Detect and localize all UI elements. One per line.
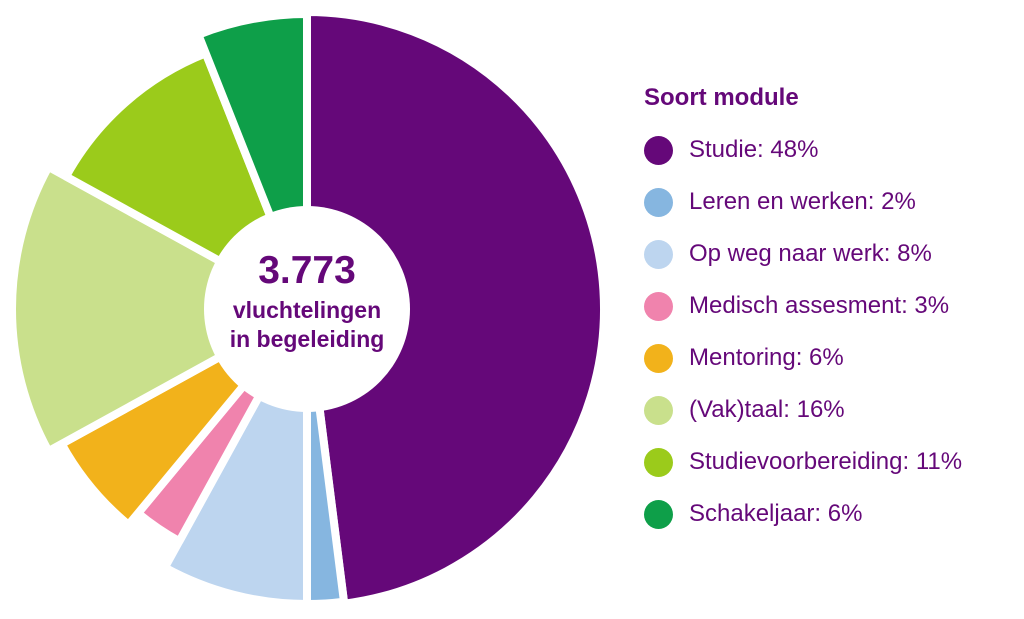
legend-item: Leren en werken: 2% [644, 176, 1014, 228]
legend-label: (Vak)taal: 16% [689, 396, 845, 423]
legend-swatch [644, 499, 673, 529]
legend-title: Soort module [644, 84, 799, 111]
legend-label: Op weg naar werk: 8% [689, 240, 932, 267]
legend-item: Mentoring: 6% [644, 332, 1014, 384]
center-label-line2: in begeleiding [230, 326, 385, 352]
legend-label: Schakeljaar: 6% [689, 500, 863, 527]
donut-hole [204, 206, 410, 412]
donut-slice [8, 162, 311, 456]
legend-swatch [644, 447, 673, 477]
legend-label: Leren en werken: 2% [689, 188, 916, 215]
legend-label: Medisch assesment: 3% [689, 292, 950, 319]
legend-label: Mentoring: 6% [689, 344, 844, 371]
legend-item: (Vak)taal: 16% [644, 384, 1014, 436]
legend-swatch [644, 187, 673, 217]
legend-item: Medisch assesment: 3% [644, 280, 1014, 332]
legend-item: Op weg naar werk: 8% [644, 228, 1014, 280]
legend-swatch [644, 135, 673, 165]
legend-item: Schakeljaar: 6% [644, 488, 1014, 540]
donut-chart: 3.773 vluchtelingen in begeleiding [8, 8, 608, 608]
center-total: 3.773 [258, 249, 356, 292]
legend-label: Studievoorbereiding: 11% [689, 448, 963, 475]
legend-swatch [644, 395, 673, 425]
legend: Soort module Studie: 48% Leren en werken:… [644, 80, 1014, 540]
legend-item: Studie: 48% [644, 124, 1014, 176]
donut-slice [303, 8, 608, 608]
legend-swatch [644, 291, 673, 321]
legend-swatch [644, 343, 673, 373]
legend-items: Studie: 48% Leren en werken: 2% Op weg naa… [644, 124, 1014, 540]
legend-swatch [644, 239, 673, 269]
legend-item: Studievoorbereiding: 11% [644, 436, 1014, 488]
center-label-line1: vluchtelingen [233, 297, 381, 323]
legend-label: Studie: 48% [689, 136, 819, 163]
